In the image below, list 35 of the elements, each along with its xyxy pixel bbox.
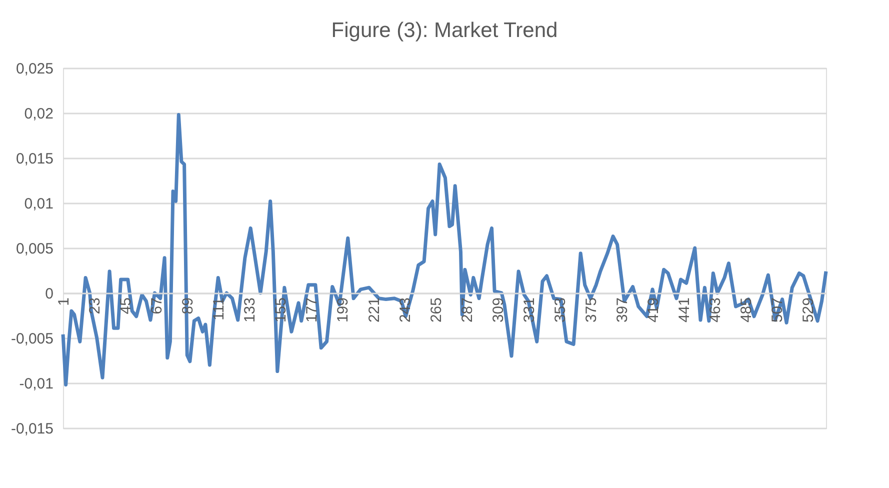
x-tick-label: 155 <box>272 298 290 323</box>
x-tick-label: 67 <box>148 298 166 314</box>
x-tick-label: 133 <box>242 298 259 323</box>
y-tick-label: 0,025 <box>16 60 54 78</box>
x-tick-label: 331 <box>520 298 538 323</box>
x-tick-label: 463 <box>707 298 724 323</box>
x-tick-label: 1 <box>56 298 72 306</box>
chart-title: Figure (3): Market Trend <box>331 19 558 42</box>
x-tick-label: 485 <box>738 298 756 323</box>
x-tick-label: 287 <box>458 298 476 323</box>
y-tick-label: -0,005 <box>10 330 54 348</box>
x-tick-label: 199 <box>334 298 352 323</box>
y-tick-label: -0,01 <box>19 376 54 392</box>
x-tick-label: 441 <box>676 298 694 323</box>
x-tick-label: 89 <box>180 298 197 314</box>
x-tick-label: 243 <box>396 298 414 323</box>
x-tick-label: 177 <box>304 298 321 323</box>
x-tick-label: 419 <box>645 298 662 323</box>
x-tick-label: 353 <box>552 298 569 323</box>
y-tick-label: 0,005 <box>16 240 54 258</box>
x-tick-label: 111 <box>210 298 228 320</box>
x-tick-label: 265 <box>428 298 445 323</box>
x-tick-label: 507 <box>769 298 786 323</box>
y-tick-label: 0 <box>45 286 54 302</box>
x-tick-label: 529 <box>800 298 818 323</box>
x-tick-label: 221 <box>366 298 383 323</box>
y-tick-label: -0,015 <box>10 420 54 438</box>
y-tick-label: 0,02 <box>24 106 54 122</box>
y-tick-label: 0,015 <box>16 150 54 168</box>
x-tick-label: 23 <box>86 298 104 314</box>
x-tick-label: 45 <box>118 298 135 314</box>
y-tick-label: 0,01 <box>24 196 54 212</box>
x-tick-label: 309 <box>490 298 507 323</box>
x-tick-label: 397 <box>614 298 631 323</box>
x-tick-label: 375 <box>582 298 600 323</box>
